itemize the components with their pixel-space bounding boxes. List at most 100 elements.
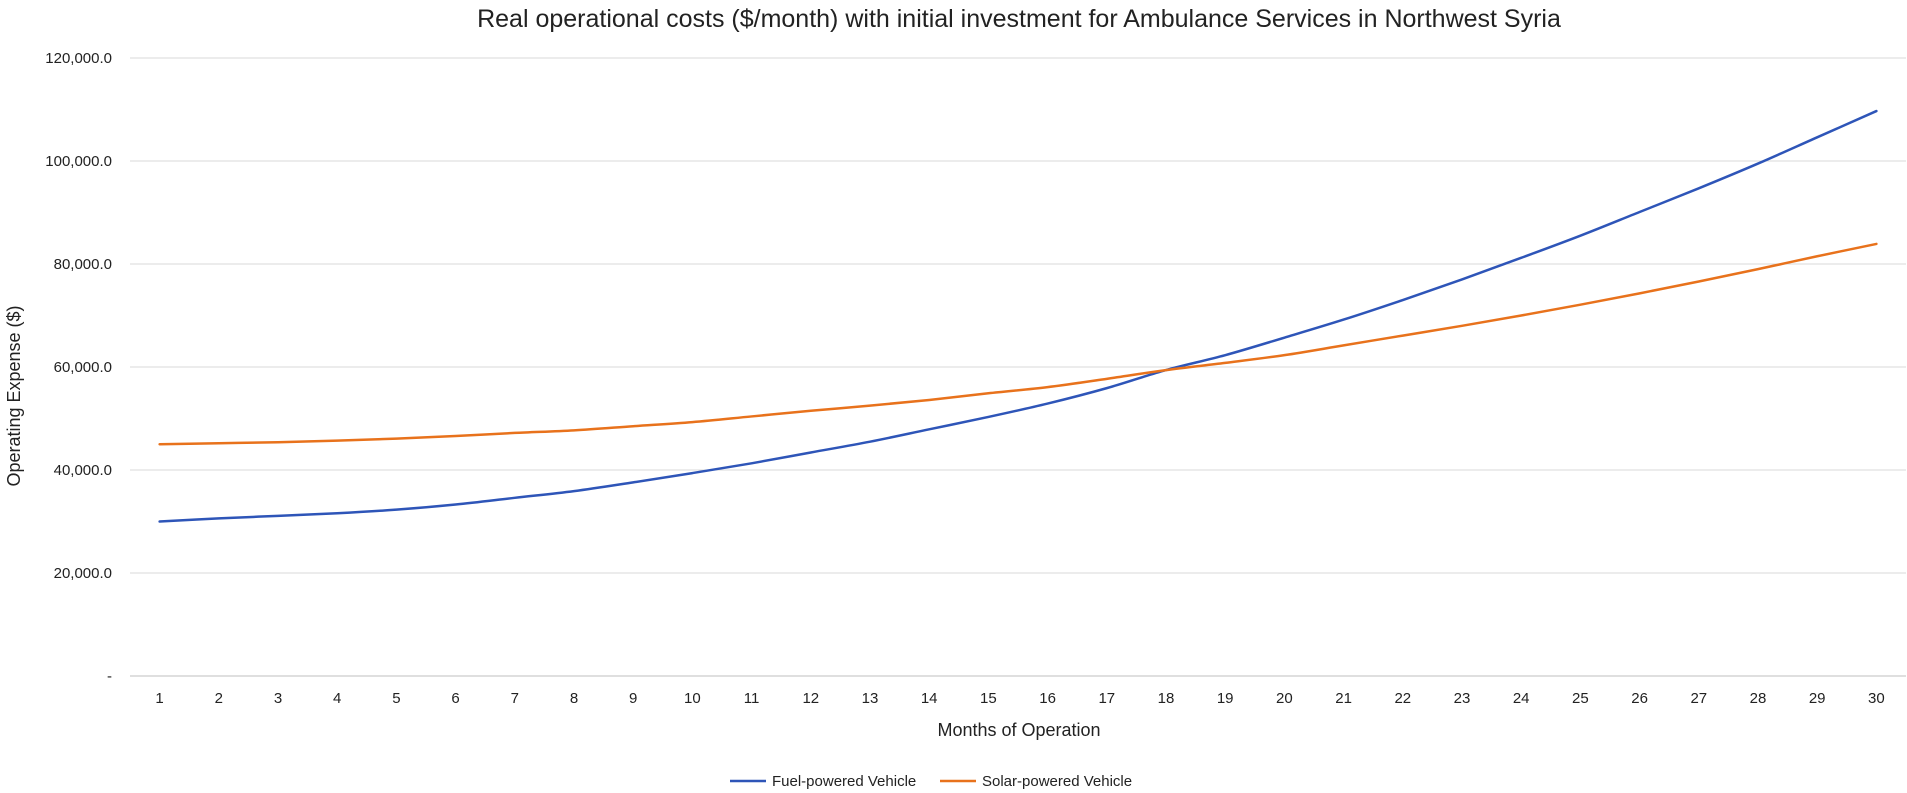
data-point-fuel-powered-vehicle: [512, 495, 518, 501]
data-point-fuel-powered-vehicle: [1637, 209, 1643, 215]
data-point-solar-powered-vehicle: [275, 439, 281, 445]
data-point-solar-powered-vehicle: [689, 419, 695, 425]
data-point-solar-powered-vehicle: [216, 440, 222, 446]
chart-title: Real operational costs ($/month) with in…: [477, 5, 1561, 33]
x-tick-label: 13: [862, 690, 879, 707]
data-point-fuel-powered-vehicle: [926, 426, 932, 432]
x-tick-label: 17: [1098, 690, 1115, 707]
y-tick-label: 40,000.0: [54, 462, 112, 479]
y-tick-label: 100,000.0: [45, 153, 112, 170]
data-point-solar-powered-vehicle: [571, 427, 577, 433]
data-point-solar-powered-vehicle: [1222, 360, 1228, 366]
data-point-solar-powered-vehicle: [512, 430, 518, 436]
series-lines: [157, 108, 1879, 525]
data-point-solar-powered-vehicle: [1755, 266, 1761, 272]
data-point-solar-powered-vehicle: [1045, 384, 1051, 390]
data-point-fuel-powered-vehicle: [1755, 161, 1761, 167]
x-axis-ticks: 1 2 3 4 5 6 7 8 9 10 11 12 13 14 15 16 17 18 19 20 21 22 23 24 2…: [155, 690, 1884, 707]
data-point-fuel-powered-vehicle: [1696, 185, 1702, 191]
y-axis-title: Operating Expense ($): [4, 305, 24, 486]
data-point-fuel-powered-vehicle: [1341, 317, 1347, 323]
data-point-fuel-powered-vehicle: [216, 515, 222, 521]
data-point-solar-powered-vehicle: [1281, 352, 1287, 358]
x-tick-label: 8: [570, 690, 578, 707]
y-tick-label: -: [107, 668, 112, 685]
x-tick-label: 5: [392, 690, 400, 707]
x-tick-label: 22: [1394, 690, 1411, 707]
data-point-fuel-powered-vehicle: [1281, 335, 1287, 341]
data-point-solar-powered-vehicle: [334, 438, 340, 444]
x-tick-label: 23: [1454, 690, 1471, 707]
series-line-fuel-powered-vehicle: [158, 109, 1878, 523]
data-point-fuel-powered-vehicle: [1518, 255, 1524, 261]
data-point-fuel-powered-vehicle: [689, 470, 695, 476]
x-tick-label: 26: [1631, 690, 1648, 707]
data-point-fuel-powered-vehicle: [1459, 276, 1465, 282]
x-tick-label: 9: [629, 690, 637, 707]
data-point-solar-powered-vehicle: [157, 441, 163, 447]
data-point-solar-powered-vehicle: [1341, 342, 1347, 348]
data-point-fuel-powered-vehicle: [453, 502, 459, 508]
x-tick-label: 29: [1809, 690, 1826, 707]
data-point-fuel-powered-vehicle: [157, 519, 163, 525]
legend: Fuel-powered Vehicle Solar-powered Vehicl…: [730, 773, 1132, 790]
data-point-solar-powered-vehicle: [1104, 376, 1110, 382]
data-point-fuel-powered-vehicle: [630, 479, 636, 485]
data-point-solar-powered-vehicle: [1696, 279, 1702, 285]
data-point-solar-powered-vehicle: [867, 403, 873, 409]
series-line-solar-powered-vehicle: [158, 242, 1878, 446]
x-tick-label: 12: [802, 690, 819, 707]
data-point-solar-powered-vehicle: [749, 413, 755, 419]
legend-label: Solar-powered Vehicle: [982, 773, 1132, 790]
x-axis-title: Months of Operation: [937, 720, 1100, 740]
x-tick-label: 20: [1276, 690, 1293, 707]
gridlines: [130, 57, 1906, 677]
y-tick-label: 20,000.0: [54, 565, 112, 582]
x-tick-label: 19: [1217, 690, 1234, 707]
x-tick-label: 30: [1868, 690, 1885, 707]
data-point-solar-powered-vehicle: [1400, 333, 1406, 339]
x-tick-label: 10: [684, 690, 701, 707]
data-point-solar-powered-vehicle: [1577, 302, 1583, 308]
data-point-fuel-powered-vehicle: [1577, 233, 1583, 239]
data-point-solar-powered-vehicle: [1873, 241, 1879, 247]
x-tick-label: 27: [1690, 690, 1707, 707]
x-tick-label: 6: [451, 690, 459, 707]
data-point-fuel-powered-vehicle: [985, 414, 991, 420]
data-point-fuel-powered-vehicle: [275, 513, 281, 519]
x-tick-label: 3: [274, 690, 282, 707]
data-point-fuel-powered-vehicle: [393, 507, 399, 513]
x-tick-label: 14: [921, 690, 938, 707]
x-tick-label: 24: [1513, 690, 1530, 707]
x-tick-label: 25: [1572, 690, 1589, 707]
data-point-fuel-powered-vehicle: [867, 439, 873, 445]
data-point-fuel-powered-vehicle: [334, 510, 340, 516]
y-tick-label: 120,000.0: [45, 50, 112, 67]
data-point-fuel-powered-vehicle: [1400, 297, 1406, 303]
x-tick-label: 7: [511, 690, 519, 707]
data-point-solar-powered-vehicle: [1637, 290, 1643, 296]
data-point-fuel-powered-vehicle: [1045, 401, 1051, 407]
x-tick-label: 21: [1335, 690, 1352, 707]
x-tick-label: 28: [1750, 690, 1767, 707]
y-tick-label: 60,000.0: [54, 359, 112, 376]
data-point-solar-powered-vehicle: [1459, 323, 1465, 329]
data-point-solar-powered-vehicle: [453, 433, 459, 439]
data-point-solar-powered-vehicle: [808, 408, 814, 414]
x-tick-label: 15: [980, 690, 997, 707]
data-point-fuel-powered-vehicle: [1873, 108, 1879, 114]
data-point-solar-powered-vehicle: [630, 423, 636, 429]
x-tick-label: 16: [1039, 690, 1056, 707]
x-tick-label: 2: [215, 690, 223, 707]
data-point-solar-powered-vehicle: [985, 390, 991, 396]
y-axis-ticks: - 20,000.0 40,000.0 60,000.0 80,000.0 100,000…: [45, 50, 112, 685]
data-point-solar-powered-vehicle: [926, 397, 932, 403]
legend-label: Fuel-powered Vehicle: [772, 773, 916, 790]
y-tick-label: 80,000.0: [54, 256, 112, 273]
data-point-solar-powered-vehicle: [1163, 367, 1169, 373]
data-point-fuel-powered-vehicle: [1104, 385, 1110, 391]
data-point-solar-powered-vehicle: [393, 436, 399, 442]
x-tick-label: 4: [333, 690, 341, 707]
data-point-fuel-powered-vehicle: [1814, 134, 1820, 140]
x-tick-label: 1: [155, 690, 163, 707]
